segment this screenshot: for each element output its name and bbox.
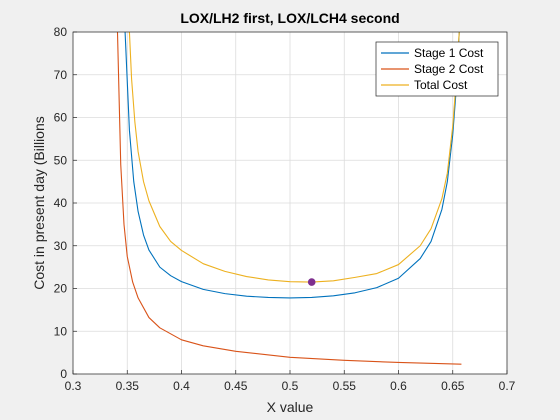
y-tick-label: 80 <box>54 25 68 39</box>
axis-ticks: 0.3 0.35 0.4 0.45 0.5 0.55 0.6 0.65 0.7 0 10 20 30 40… <box>54 25 516 393</box>
x-tick-label: 0.6 <box>390 379 407 393</box>
series-line-total-cost <box>128 31 460 283</box>
legend-label-stage-1-cost: Stage 1 Cost <box>414 46 484 60</box>
series-line-stage-1-cost <box>124 31 460 299</box>
chart-title: LOX/LH2 first, LOX/LCH4 second <box>180 10 399 26</box>
y-tick-label: 10 <box>54 324 68 338</box>
legend: Stage 1 Cost Stage 2 Cost Total Cost <box>375 41 499 97</box>
y-tick-label: 20 <box>54 282 68 296</box>
y-tick-label: 0 <box>60 367 67 381</box>
y-tick-label: 40 <box>54 196 68 210</box>
legend-label-total-cost: Total Cost <box>414 78 468 92</box>
x-tick-label: 0.65 <box>441 379 465 393</box>
marker-layer <box>307 278 316 286</box>
series-line-stage-2-cost <box>116 31 462 365</box>
x-tick-label: 0.3 <box>65 379 82 393</box>
x-tick-label: 0.4 <box>173 379 190 393</box>
x-tick-label: 0.7 <box>499 379 516 393</box>
y-tick-label: 50 <box>54 153 68 167</box>
x-tick-label: 0.55 <box>333 379 357 393</box>
x-axis-title: X value <box>267 399 314 415</box>
x-tick-label: 0.5 <box>282 379 299 393</box>
x-tick-label: 0.45 <box>224 379 248 393</box>
series-lines <box>116 31 462 365</box>
y-tick-label: 30 <box>54 239 68 253</box>
optimum-marker <box>307 278 316 286</box>
y-axis-title: Cost in present day (Billions <box>31 116 47 290</box>
legend-label-stage-2-cost: Stage 2 Cost <box>414 62 484 76</box>
y-tick-label: 70 <box>54 68 68 82</box>
x-tick-label: 0.35 <box>116 379 140 393</box>
y-tick-label: 60 <box>54 111 68 125</box>
